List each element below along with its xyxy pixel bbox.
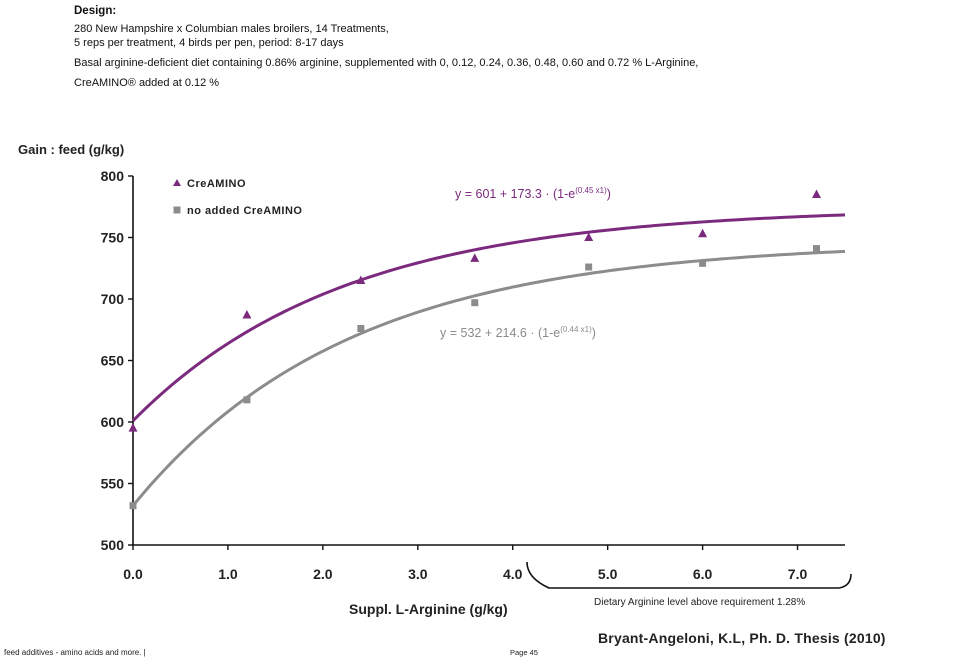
x-tick-label: 2.0 — [313, 566, 333, 582]
legend-marker-creamino — [173, 179, 181, 186]
legend: CreAMINO no added CreAMINO — [173, 178, 302, 217]
equation-creamino: y = 601 + 173.3 · (1-e(0.45 x1)) — [455, 186, 611, 201]
legend-label-no-creamino: no added CreAMINO — [187, 205, 302, 217]
fit-curve-creamino — [131, 213, 846, 422]
legend-marker-no-creamino — [173, 206, 181, 214]
y-tick-label: 650 — [101, 353, 125, 369]
equations: y = 601 + 173.3 · (1-e(0.45 x1)) y = 532 … — [440, 186, 611, 340]
x-tick-label: 6.0 — [693, 566, 713, 582]
data-point-creamino — [128, 423, 138, 432]
tick-labels: 500 550 600 650 700 750 800 0.0 1.0 2.0 3.0 4.0 5.0 6… — [101, 168, 808, 582]
x-axis-label: Suppl. L-Arginine (g/kg) — [349, 601, 508, 617]
y-tick-label: 800 — [101, 168, 125, 184]
footer-page: Page 45 — [510, 648, 538, 657]
requirement-annotation: Dietary Arginine level above requirement… — [594, 597, 806, 608]
data-point-creamino — [584, 232, 594, 241]
y-axis-label: Gain : feed (g/kg) — [18, 142, 125, 157]
data-point-no-creamino — [129, 502, 137, 510]
fit-curve-no-creamino — [131, 249, 846, 507]
fit-curves — [131, 213, 846, 507]
data-point-no-creamino — [699, 259, 707, 267]
design-line-3: Basal arginine-deficient diet containing… — [74, 57, 699, 69]
y-tick-label: 700 — [101, 291, 125, 307]
data-point-creamino — [698, 228, 708, 238]
data-point-no-creamino — [585, 263, 593, 271]
axes — [128, 175, 845, 550]
footer-left: feed additives - amino acids and more. | — [4, 648, 146, 657]
design-heading: Design: — [74, 5, 117, 17]
equation-no-creamino: y = 532 + 214.6 · (1-e(0.44 x1)) — [440, 325, 596, 340]
data-point-creamino — [812, 189, 822, 198]
y-tick-label: 550 — [101, 476, 125, 492]
citation: Bryant-Angeloni, K.L, Ph. D. Thesis (201… — [598, 630, 886, 646]
y-tick-label: 500 — [101, 537, 125, 553]
design-line-4: CreAMINO® added at 0.12 % — [74, 77, 220, 89]
x-tick-label: 3.0 — [408, 566, 428, 582]
range-brace — [526, 561, 852, 589]
data-point-no-creamino — [471, 299, 479, 307]
x-tick-label: 4.0 — [503, 566, 523, 582]
data-point-creamino — [242, 309, 252, 319]
y-tick-label: 750 — [101, 230, 125, 246]
y-tick-label: 600 — [101, 414, 125, 430]
legend-label-creamino: CreAMINO — [187, 178, 246, 190]
data-point-no-creamino — [813, 245, 821, 253]
design-block: Design: 280 New Hampshire x Columbian ma… — [74, 4, 698, 90]
x-tick-label: 5.0 — [598, 566, 618, 582]
data-point-no-creamino — [357, 325, 365, 333]
design-line-1: 280 New Hampshire x Columbian males broi… — [74, 23, 389, 35]
x-tick-label: 7.0 — [788, 566, 808, 582]
data-point-no-creamino — [243, 396, 251, 404]
data-point-creamino — [470, 253, 480, 262]
data-point-creamino — [356, 275, 366, 285]
data-points — [128, 189, 822, 510]
x-tick-label: 0.0 — [123, 566, 143, 582]
design-line-2: 5 reps per treatment, 4 birds per pen, p… — [74, 37, 344, 49]
x-tick-label: 1.0 — [218, 566, 238, 582]
